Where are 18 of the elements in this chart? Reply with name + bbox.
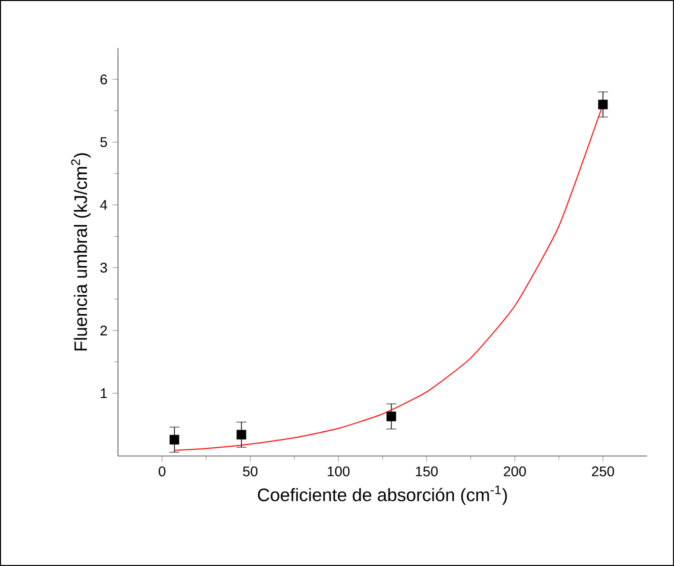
- point: [170, 434, 180, 444]
- y-tick-label: 6: [100, 74, 107, 84]
- x-tick-label: 200: [504, 466, 526, 476]
- x-tick-label: 50: [243, 466, 258, 476]
- x-tick-label: 100: [328, 466, 350, 476]
- y-tick-label: 1: [100, 388, 107, 398]
- y-tick-label: 3: [100, 262, 107, 273]
- point: [386, 412, 396, 422]
- y-tick-label: 5: [100, 137, 107, 148]
- y-tick-label: 2: [100, 326, 107, 336]
- point: [598, 100, 608, 110]
- y-tick-label: 4: [100, 200, 108, 210]
- x-axis-title: Coeficiente de absorción (cm$^{-1}$): [258, 485, 507, 505]
- x-tick-label: 150: [416, 466, 438, 476]
- y-axis-title: Fluencia umbral (kJ/cm$^{2}$): [71, 153, 91, 350]
- x-tick-label: 0: [158, 466, 166, 476]
- point: [236, 430, 246, 440]
- x-tick-label: 250: [592, 466, 614, 476]
